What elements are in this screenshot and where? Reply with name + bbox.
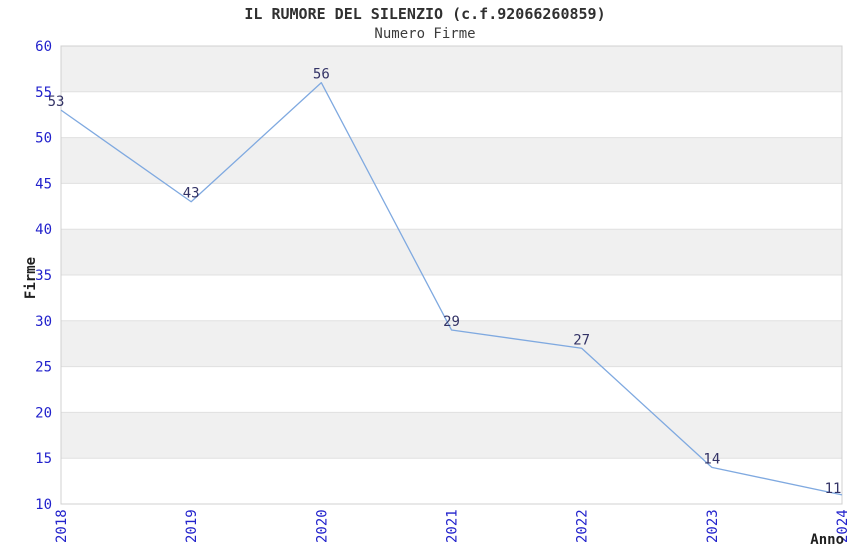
alt-band	[61, 46, 842, 92]
data-point-label: 11	[825, 481, 842, 497]
y-tick-label: 10	[35, 497, 52, 513]
y-tick-label: 35	[35, 268, 52, 284]
data-point-label: 56	[313, 67, 330, 83]
alt-band	[61, 320, 842, 367]
x-tick-label: 2023	[705, 509, 721, 543]
y-tick-label: 15	[35, 451, 52, 467]
y-tick-label: 30	[35, 314, 52, 330]
alt-band	[61, 412, 842, 459]
x-tick-label: 2021	[445, 509, 461, 543]
alt-band	[61, 229, 842, 275]
y-tick-label: 50	[35, 131, 52, 147]
data-point-label: 27	[573, 332, 590, 348]
plot-border	[60, 45, 843, 505]
y-tick-label: 40	[35, 222, 52, 238]
y-tick-label: 60	[35, 39, 52, 55]
chart-subtitle: Numero Firme	[374, 26, 476, 42]
chart-title: IL RUMORE DEL SILENZIO (c.f.92066260859)	[244, 5, 606, 23]
x-tick-label: 2022	[575, 509, 591, 543]
y-tick-label: 20	[35, 405, 52, 421]
x-axis-title: Anno	[810, 532, 844, 548]
x-tick-label: 2024	[835, 509, 850, 543]
data-point-label: 29	[443, 314, 460, 330]
data-point-label: 14	[703, 451, 720, 467]
x-tick-label: 2020	[314, 509, 330, 543]
y-tick-label: 55	[35, 85, 52, 101]
y-tick-label: 45	[35, 176, 52, 192]
alt-band	[61, 137, 842, 184]
series-line	[60, 81, 843, 496]
y-tick-label: 25	[35, 360, 52, 376]
data-point-label: 43	[183, 186, 200, 202]
x-tick-label: 2018	[54, 509, 70, 543]
x-tick-label: 2019	[184, 509, 200, 543]
y-axis-title: Firme	[23, 257, 39, 299]
data-point-label: 53	[48, 94, 65, 110]
